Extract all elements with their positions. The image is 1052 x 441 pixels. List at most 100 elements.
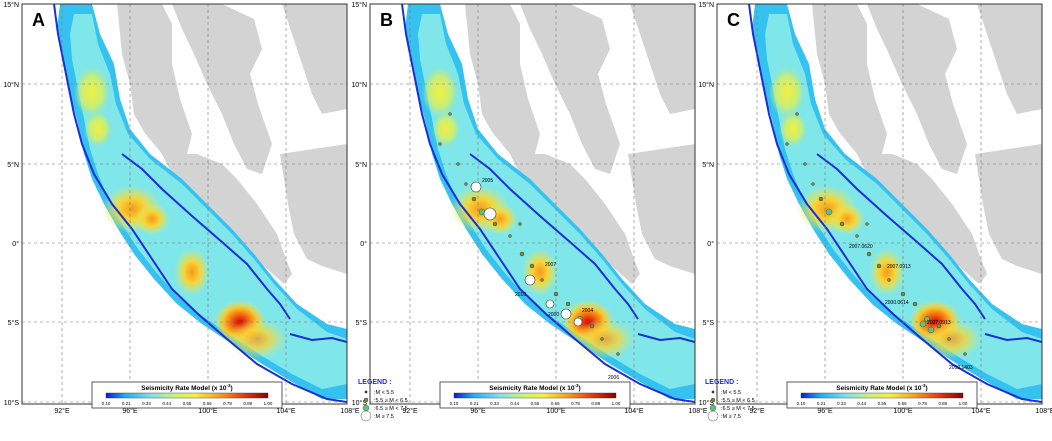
colorbar-tick: 1.00 bbox=[959, 401, 968, 406]
land-indochina bbox=[977, 4, 1042, 114]
legend-marker bbox=[364, 390, 368, 394]
land-indochina bbox=[630, 4, 695, 114]
legend-marker bbox=[711, 390, 715, 394]
colorbar-tick: 0.55 bbox=[531, 401, 540, 406]
earthquake-major bbox=[573, 317, 583, 327]
earthquake-marker bbox=[464, 182, 468, 186]
land-sumatra bbox=[510, 154, 640, 284]
colorbar-tick: 0.78 bbox=[571, 401, 580, 406]
earthquake-marker bbox=[818, 196, 824, 202]
earthquake-marker bbox=[508, 234, 512, 238]
fault-line bbox=[469, 153, 639, 320]
rate-high-south bbox=[227, 319, 287, 359]
land-peninsula bbox=[520, 4, 620, 174]
earthquake-marker bbox=[448, 112, 452, 116]
colorbar-title: Seismicity Rate Model (x 10-3) bbox=[141, 383, 232, 392]
legend-item: :M ≥ 7.5 bbox=[721, 414, 741, 420]
earthquake-major bbox=[560, 308, 572, 320]
colorbar-tick: 0.66 bbox=[203, 401, 212, 406]
earthquake-marker bbox=[519, 251, 525, 257]
lon-label: 96°E bbox=[470, 407, 486, 415]
legend-item: :6.5 ≥ M < 7.5 bbox=[374, 406, 408, 412]
earthquake-marker bbox=[919, 320, 927, 328]
lat-label: 5°S bbox=[703, 319, 715, 327]
colorbar-title: Seismicity Rate Model (x 10-3) bbox=[836, 383, 927, 392]
earthquake-marker bbox=[865, 222, 869, 226]
land-sumatra bbox=[857, 154, 987, 284]
colorbar-tick: 0.55 bbox=[878, 401, 887, 406]
rate-high-mentawai bbox=[174, 248, 210, 296]
fault-line bbox=[816, 153, 986, 320]
event-year-label: 2004 bbox=[582, 308, 593, 314]
event-year-label: 2005 bbox=[482, 178, 493, 184]
legend-item: :M ≥ 7.5 bbox=[374, 414, 394, 420]
map-panel-a: A15°N10°N5°N0°5°S10°S92°E 96°E 100°E 104°E 1… bbox=[3, 1, 360, 415]
land-peninsula bbox=[172, 4, 272, 174]
earthquake-major bbox=[545, 299, 555, 309]
earthquake-marker bbox=[518, 222, 522, 226]
rate-high-mentawai bbox=[522, 248, 558, 296]
rate-mid-north bbox=[84, 111, 112, 147]
legend-marker bbox=[710, 397, 716, 403]
rate-high-north bbox=[769, 66, 805, 118]
rate-high-mentawai bbox=[869, 248, 905, 296]
colorbar-title: Seismicity Rate Model (x 10-3) bbox=[489, 383, 580, 392]
earthquake-marker bbox=[855, 234, 859, 238]
fault-java bbox=[637, 333, 695, 343]
event-year-label: 2010 bbox=[515, 292, 526, 298]
colorbar-tick: 0.89 bbox=[591, 401, 600, 406]
lon-label: 100°E bbox=[893, 407, 912, 415]
legend-item: :6.5 ≥ M < 7.5 bbox=[721, 406, 755, 412]
colorbar-ramp bbox=[105, 392, 269, 399]
colorbar: Seismicity Rate Model (x 10-3) 0.10 0.21 0.… bbox=[439, 381, 631, 409]
earthquake-marker bbox=[963, 352, 967, 356]
earthquake-marker bbox=[589, 323, 595, 329]
colorbar-tick: 0.66 bbox=[551, 401, 560, 406]
colorbar-tick: 0.78 bbox=[223, 401, 232, 406]
colorbar-tick: 0.89 bbox=[938, 401, 947, 406]
lon-label: 104°E bbox=[971, 407, 990, 415]
lon-label: 104°E bbox=[276, 407, 295, 415]
earthquake-marker bbox=[887, 278, 891, 282]
colorbar-tick: 0.66 bbox=[898, 401, 907, 406]
earthquake-major bbox=[524, 274, 536, 286]
lat-label: 10°N bbox=[351, 81, 367, 89]
fault-java bbox=[289, 333, 347, 343]
legend-item: :M < 5.5 bbox=[374, 390, 394, 396]
rate-high-north bbox=[74, 66, 110, 118]
earthquake-marker bbox=[616, 352, 620, 356]
colorbar: Seismicity Rate Model (x 10-3) 0.10 0.21 0.… bbox=[786, 381, 978, 409]
land-borneo bbox=[975, 144, 1042, 274]
lat-label: 10°S bbox=[352, 399, 368, 407]
lat-label: 0° bbox=[707, 240, 714, 248]
earthquake-marker bbox=[438, 142, 442, 146]
colorbar-tick: 0.44 bbox=[510, 401, 519, 406]
map-body bbox=[22, 4, 347, 404]
colorbar-tick: 0.10 bbox=[102, 401, 111, 406]
earthquake-marker bbox=[600, 337, 604, 341]
legend-item: :5.5 ≥ M < 6.5 bbox=[374, 398, 408, 404]
lat-label: 10°N bbox=[3, 81, 19, 89]
colorbar-tick: 0.89 bbox=[243, 401, 252, 406]
colorbar-tick: 0.21 bbox=[122, 401, 131, 406]
magnitude-legend: LEGEND ::M < 5.5:5.5 ≥ M < 6.5:6.5 ≥ M <… bbox=[705, 379, 755, 422]
seismicity-band-inner bbox=[765, 14, 1042, 389]
colorbar-tick: 0.33 bbox=[837, 401, 846, 406]
land-mainland-north bbox=[812, 4, 887, 174]
lat-label: 10°S bbox=[699, 399, 715, 407]
colorbar-tick: 0.10 bbox=[450, 401, 459, 406]
lon-label: 100°E bbox=[546, 407, 565, 415]
rate-mid-north bbox=[432, 111, 460, 147]
earthquake-major bbox=[483, 207, 497, 221]
lat-label: 10°S bbox=[4, 399, 20, 407]
map-body: 2007.0620 2007.0913 2000.0614 2007.0913 2012… bbox=[717, 4, 1042, 404]
lon-label: 96°E bbox=[817, 407, 833, 415]
colorbar-ramp bbox=[453, 392, 617, 399]
legend-marker bbox=[363, 397, 369, 403]
lon-label: 104°E bbox=[624, 407, 643, 415]
earthquake-events: 2005 2007 2010 2000 2004 2006 bbox=[438, 112, 620, 381]
colorbar-tick: 0.21 bbox=[817, 401, 826, 406]
earthquake-marker bbox=[876, 263, 882, 269]
lat-label: 5°N bbox=[702, 161, 714, 169]
earthquake-marker bbox=[947, 337, 951, 341]
